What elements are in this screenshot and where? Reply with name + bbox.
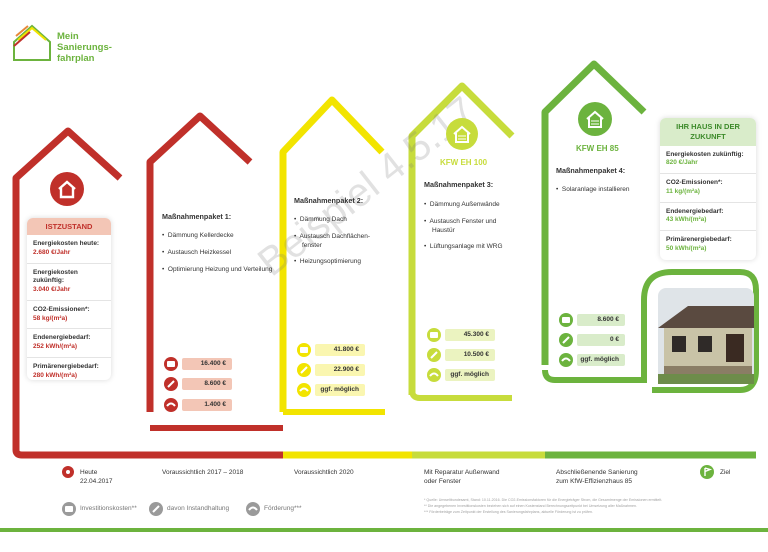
zukunft-card: IHR HAUS IN DER ZUKUNFT Energiekosten zu… [660, 118, 756, 260]
zuk-row-3: Primärenergiebedarf: 50 kWh/(m²a) [666, 236, 732, 252]
istzustand-card: ISTZUSTAND Energiekosten heute: 2.680 €/J… [27, 218, 111, 380]
footnotes: * Quelle: Umweltbundesamt, Stand: 10.11.… [424, 498, 663, 514]
paket-1-list: • Dämmung Kellerdecke • Austausch Heizke… [162, 232, 273, 273]
paket-3-title: Maßnahmenpaket 3: [424, 180, 494, 189]
foerderung-icon-1 [164, 398, 178, 412]
paket-2-title: Maßnahmenpaket 2: [294, 196, 364, 205]
kfw-house-icon-4 [578, 102, 612, 136]
legend-foerderung: Förderung*** [264, 505, 302, 512]
zukunft-title: IHR HAUS IN DER ZUKUNFT [660, 118, 756, 146]
timeline-3: Mit Reparatur Außenwand oder Fenster [424, 469, 500, 485]
paket-4-instandhaltung: 0 € [577, 334, 625, 346]
paket-4-foerderung: ggf. möglich [577, 354, 625, 366]
instandhaltung-icon-1 [164, 377, 178, 391]
ist-row-0: Energiekosten heute: 2.680 €/Jahr [27, 235, 111, 264]
investition-icon-1 [164, 357, 178, 371]
paket-2-foerderung: ggf. möglich [315, 384, 365, 396]
location-pin-icon [62, 466, 74, 478]
legend-investition-icon [62, 502, 76, 516]
paket-3-instandhaltung: 10.500 € [445, 349, 495, 361]
timeline-1: Voraussichtlich 2017 – 2018 [162, 469, 244, 476]
paket-3-foerderung: ggf. möglich [445, 369, 495, 381]
zuk-row-1: CO2-Emissionen*: 11 kg/(m²a) [660, 174, 756, 203]
ist-row-1: Energiekosten zukünftig: 3.040 €/Jahr [27, 264, 111, 301]
house-icon-istzustand [50, 172, 84, 206]
ist-row-3: Endenergiebedarf: 252 kWh/(m²a) [27, 329, 111, 358]
legend-foerderung-icon [246, 502, 260, 516]
paket-1-title: Maßnahmenpaket 1: [162, 212, 232, 221]
paket-1-investition: 16.400 € [182, 358, 232, 370]
paket-2-investition: 41.800 € [315, 344, 365, 356]
logo-line-2: Sanierungs- [57, 41, 112, 53]
logo-line-1: Mein [57, 31, 79, 42]
logo-text: Mein Sanierungs- fahrplan [57, 31, 112, 65]
investition-icon-4 [559, 313, 573, 327]
paket-4-investition: 8.600 € [577, 314, 625, 326]
kfw-label-3: KFW EH 100 [440, 158, 488, 167]
foerderung-icon-2 [297, 383, 311, 397]
timeline-2: Voraussichtlich 2020 [294, 469, 354, 476]
investition-icon-3 [427, 328, 441, 342]
house-photo [658, 288, 754, 384]
paket-2-instandhaltung: 22.900 € [315, 364, 365, 376]
zuk-row-0: Energiekosten zukünftig: 820 €/Jahr [660, 146, 756, 175]
legend-instandhaltung: davon Instandhaltung [167, 505, 230, 512]
istzustand-badge: ISTZUSTAND [27, 218, 111, 235]
instandhaltung-icon-4 [559, 333, 573, 347]
kfw-label-4: KFW EH 85 [576, 144, 619, 153]
ist-row-4: Primärenergiebedarf: 280 kWh/(m²a) [33, 362, 99, 379]
logo-icon [13, 24, 51, 61]
paket-4-title: Maßnahmenpaket 4: [556, 166, 626, 175]
timeline-ziel: Ziel [720, 469, 731, 476]
kfw-house-icon-3 [446, 118, 478, 150]
paket-2-list: • Dämmung Dach • Austausch Dachflächen-f… [294, 216, 370, 266]
paket-4-list: • Solaranlage installieren [556, 186, 630, 193]
timeline-heute: Heute 22.04.2017 [80, 469, 113, 485]
paket-1-foerderung: 1.400 € [182, 399, 232, 411]
legend-instandhaltung-icon [149, 502, 163, 516]
instandhaltung-icon-2 [297, 363, 311, 377]
legend-investition: Investitionskosten** [80, 505, 137, 512]
ist-row-2: CO2-Emissionen*: 58 kg/(m²a) [27, 301, 111, 330]
foerderung-icon-4 [559, 353, 573, 367]
timeline-4: Abschließenende Sanierung zum KfW-Effizie… [556, 469, 638, 485]
instandhaltung-icon-3 [427, 348, 441, 362]
foerderung-icon-3 [427, 368, 441, 382]
flag-icon [700, 465, 714, 479]
paket-1-instandhaltung: 8.600 € [182, 378, 232, 390]
investition-icon-2 [297, 343, 311, 357]
paket-3-investition: 45.300 € [445, 329, 495, 341]
paket-3-list: • Dämmung Außenwände • Austausch Fenster… [424, 201, 503, 251]
zuk-row-2: Endenergiebedarf: 43 kWh/(m²a) [660, 203, 756, 232]
logo-line-3: fahrplan [57, 52, 95, 64]
